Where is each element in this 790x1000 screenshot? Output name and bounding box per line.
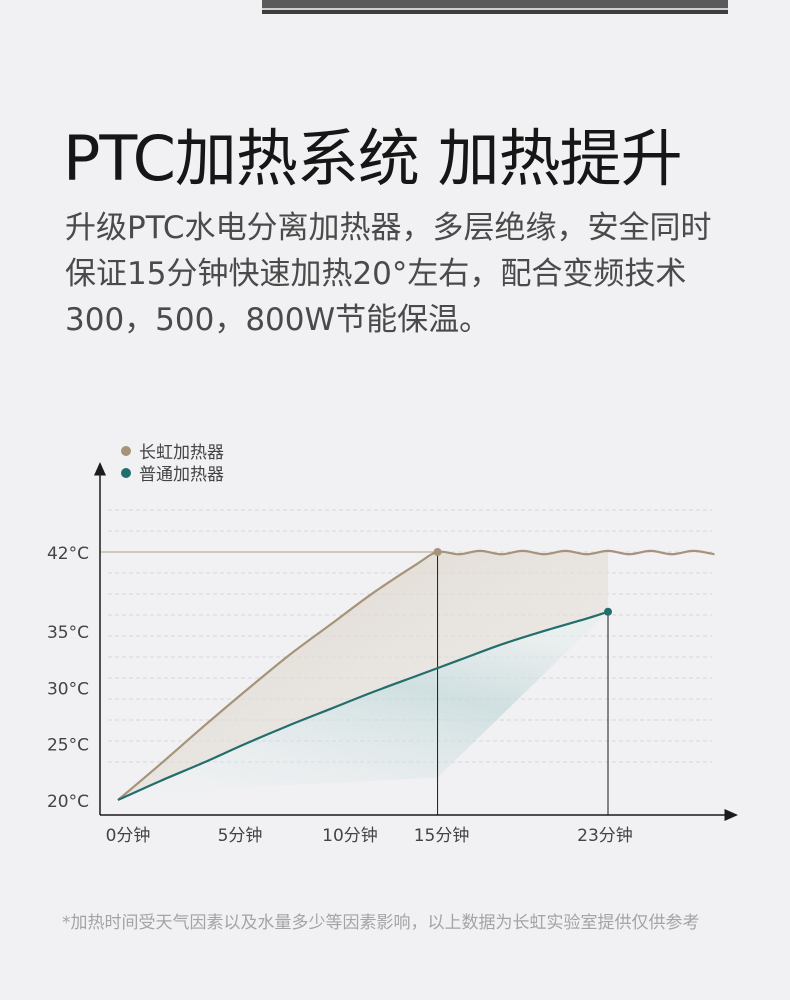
legend-label: 普通加热器 (139, 465, 224, 485)
series-line-standard (117, 610, 609, 802)
feature-description: 升级PTC水电分离加热器，多层绝缘，安全同时保证15分钟快速加热20°左右，配合… (65, 210, 712, 338)
point-standard (604, 607, 612, 616)
y-tick-label: 20°C (47, 792, 89, 812)
top-decoration-bar (262, 0, 728, 14)
series-line-changhong (117, 549, 715, 801)
x-tick-label: 15分钟 (414, 826, 470, 846)
y-tick-label: 25°C (47, 736, 89, 756)
chart-areas (118, 550, 608, 800)
legend-swatch (121, 446, 131, 456)
point-changhong (433, 548, 442, 556)
chart-axes: 20°C 25°C 30°C 35°C 42°C 0分钟 5分钟 10分钟 15分钟 23分钟 (47, 462, 738, 846)
y-tick-label: 42°C (47, 544, 89, 564)
y-tick-label: 30°C (47, 679, 89, 699)
x-tick-label: 10分钟 (322, 826, 378, 846)
x-tick-label: 23分钟 (577, 826, 633, 846)
legend-label: 长虹加热器 (139, 443, 224, 463)
x-tick-label: 5分钟 (218, 826, 263, 846)
page-title: PTC加热系统 加热提升 (63, 122, 683, 195)
heating-comparison-chart: 20°C 25°C 30°C 35°C 42°C 0分钟 5分钟 10分钟 15分钟 23分钟 长… (47, 443, 738, 846)
legend-swatch (121, 468, 131, 478)
x-tick-label: 0分钟 (106, 826, 151, 846)
changhong-area (118, 550, 608, 800)
chart-lines (100, 548, 715, 815)
y-tick-label: 35°C (47, 623, 89, 643)
standard-area (118, 611, 608, 800)
footnote: *加热时间受天气因素以及水量多少等因素影响，以上数据为长虹实验室提供仅供参考 (62, 913, 700, 933)
